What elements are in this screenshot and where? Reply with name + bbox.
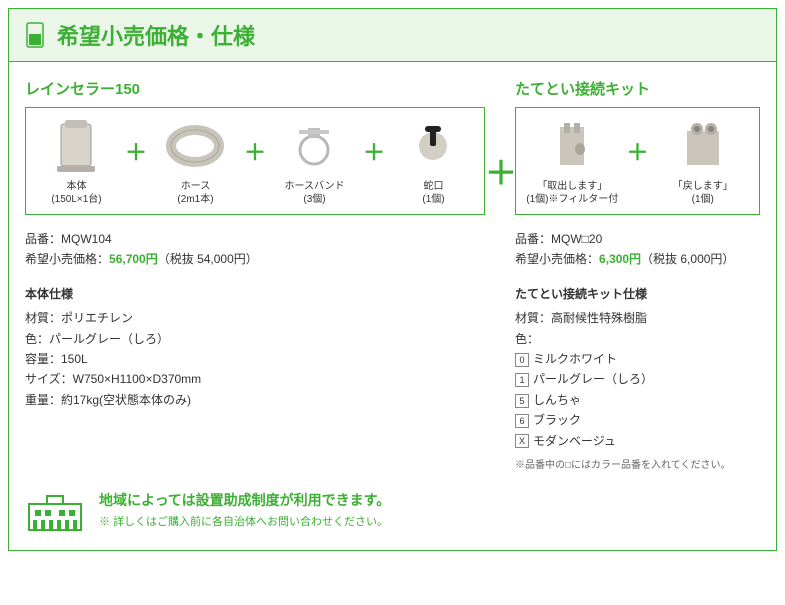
spec-line: サイズ：W750×H1100×D370mm <box>25 369 485 389</box>
footer-sub: ※ 詳しくはご購入前に各自治体へお問い合わせください。 <box>99 513 390 529</box>
product-b-title: たてとい接続キット <box>515 78 760 99</box>
spec-panel: 希望小売価格・仕様 レインセラー150 本体 (150L×1台) ＋ <box>8 8 777 551</box>
product-a-price-tax: （税抜 54,000円） <box>158 252 258 266</box>
color-code: 1 <box>515 373 529 387</box>
color-list: 0 ミルクホワイト 1 パールグレー（しろ） 5 しんちゃ 6 ブラック X モダンベージ… <box>515 349 760 451</box>
product-a-price: 56,700円 <box>109 252 158 266</box>
item-sub: (3個) <box>303 194 325 205</box>
item-sub: (1個) <box>422 194 444 205</box>
product-a-items: 本体(150L×1台) ＋ ホース(2m1本) ＋ ホースバ <box>25 107 485 215</box>
price-label: 希望小売価格： <box>25 252 109 266</box>
product-a-column: レインセラー150 本体 (150L×1台) ＋ ホース (2m1本) <box>25 78 485 410</box>
item-sub: (2m1本) <box>177 194 213 205</box>
product-b-column: たてとい接続キット 「取出します」 (1個)※フィルター付 ＋ 「戻します」 (1個… <box>515 78 760 474</box>
code-label: 品番： <box>515 232 551 246</box>
item-label: 本体 <box>66 181 86 192</box>
product-b-price-tax: （税抜 6,000円） <box>641 252 734 266</box>
product-a-info: 品番：MQW104 希望小売価格：56,700円（税抜 54,000円） 本体仕… <box>25 229 485 410</box>
page-title: 希望小売価格・仕様 <box>57 19 255 51</box>
item-faucet: 蛇口 (1個) <box>387 116 480 206</box>
color-code: X <box>515 434 529 448</box>
code-label: 品番： <box>25 232 61 246</box>
product-a-code: MQW104 <box>61 232 112 246</box>
color-name: モダンベージュ <box>533 434 616 448</box>
item-label: ホースバンド <box>284 181 344 192</box>
plus-icon: ＋ <box>123 135 149 167</box>
color-name: ミルクホワイト <box>533 352 617 366</box>
plus-icon: ＋ <box>625 135 651 167</box>
spec-material: 材質：高耐候性特殊樹脂 <box>515 308 760 328</box>
spec-line: 重量：約17kg(空状態本体のみ) <box>25 390 485 410</box>
color-note: ※品番中の□にはカラー品番を入れてください。 <box>515 457 760 474</box>
cup-icon <box>25 22 45 48</box>
color-name: ブラック <box>533 413 581 427</box>
item-body: 本体 (150L×1台) <box>30 116 123 206</box>
product-b-code: MQW□20 <box>551 232 602 246</box>
footer-text: 地域によっては設置助成制度が利用できます。 ※ 詳しくはご購入前に各自治体へお問… <box>99 490 390 529</box>
item-sub: (150L×1台) <box>51 194 101 205</box>
item-label: 蛇口 <box>423 181 443 192</box>
color-label: 色： <box>515 329 760 349</box>
footer: 地域によっては設置助成制度が利用できます。 ※ 詳しくはご購入前に各自治体へお問… <box>25 490 760 534</box>
product-b-price: 6,300円 <box>599 252 641 266</box>
item-label: 「取出します」 <box>537 181 607 192</box>
product-b-items: 「取出します」 (1個)※フィルター付 ＋ 「戻します」 (1個) <box>515 107 760 215</box>
big-plus-icon: ＋ <box>485 78 515 194</box>
plus-icon: ＋ <box>361 135 387 167</box>
spec-title: 本体仕様 <box>25 284 485 304</box>
product-row: レインセラー150 本体 (150L×1台) ＋ ホース (2m1本) <box>25 78 760 474</box>
color-code: 5 <box>515 394 529 408</box>
item-toridashi: 「取出します」 (1個)※フィルター付 <box>520 116 625 206</box>
spec-line: 色：パールグレー（しろ） <box>25 329 485 349</box>
product-a-title: レインセラー150 <box>25 78 485 99</box>
spec-line: 材質：ポリエチレン <box>25 308 485 328</box>
item-modoshi: 「戻します」 (1個) <box>651 116 756 206</box>
item-sub: (1個)※フィルター付 <box>526 194 618 205</box>
color-code: 0 <box>515 353 529 367</box>
title-bar: 希望小売価格・仕様 <box>9 9 776 62</box>
product-b-info: 品番：MQW□20 希望小売価格：6,300円（税抜 6,000円） たてとい接… <box>515 229 760 474</box>
color-name: パールグレー（しろ） <box>533 372 653 386</box>
footer-msg: 地域によっては設置助成制度が利用できます。 <box>99 490 390 510</box>
item-label: ホース <box>181 181 211 192</box>
color-name: しんちゃ <box>533 393 581 407</box>
content: レインセラー150 本体 (150L×1台) ＋ ホース (2m1本) <box>9 62 776 550</box>
color-code: 6 <box>515 414 529 428</box>
item-label: 「戻します」 <box>673 181 733 192</box>
item-sub: (1個) <box>692 194 714 205</box>
item-hoseband: ホースバンド (3個) <box>268 116 361 206</box>
plus-icon: ＋ <box>242 135 268 167</box>
spec-title: たてとい接続キット仕様 <box>515 284 760 304</box>
spec-line: 容量：150L <box>25 349 485 369</box>
item-hose: ホース (2m1本) <box>149 116 242 206</box>
building-icon <box>25 490 85 534</box>
price-label: 希望小売価格： <box>515 252 599 266</box>
